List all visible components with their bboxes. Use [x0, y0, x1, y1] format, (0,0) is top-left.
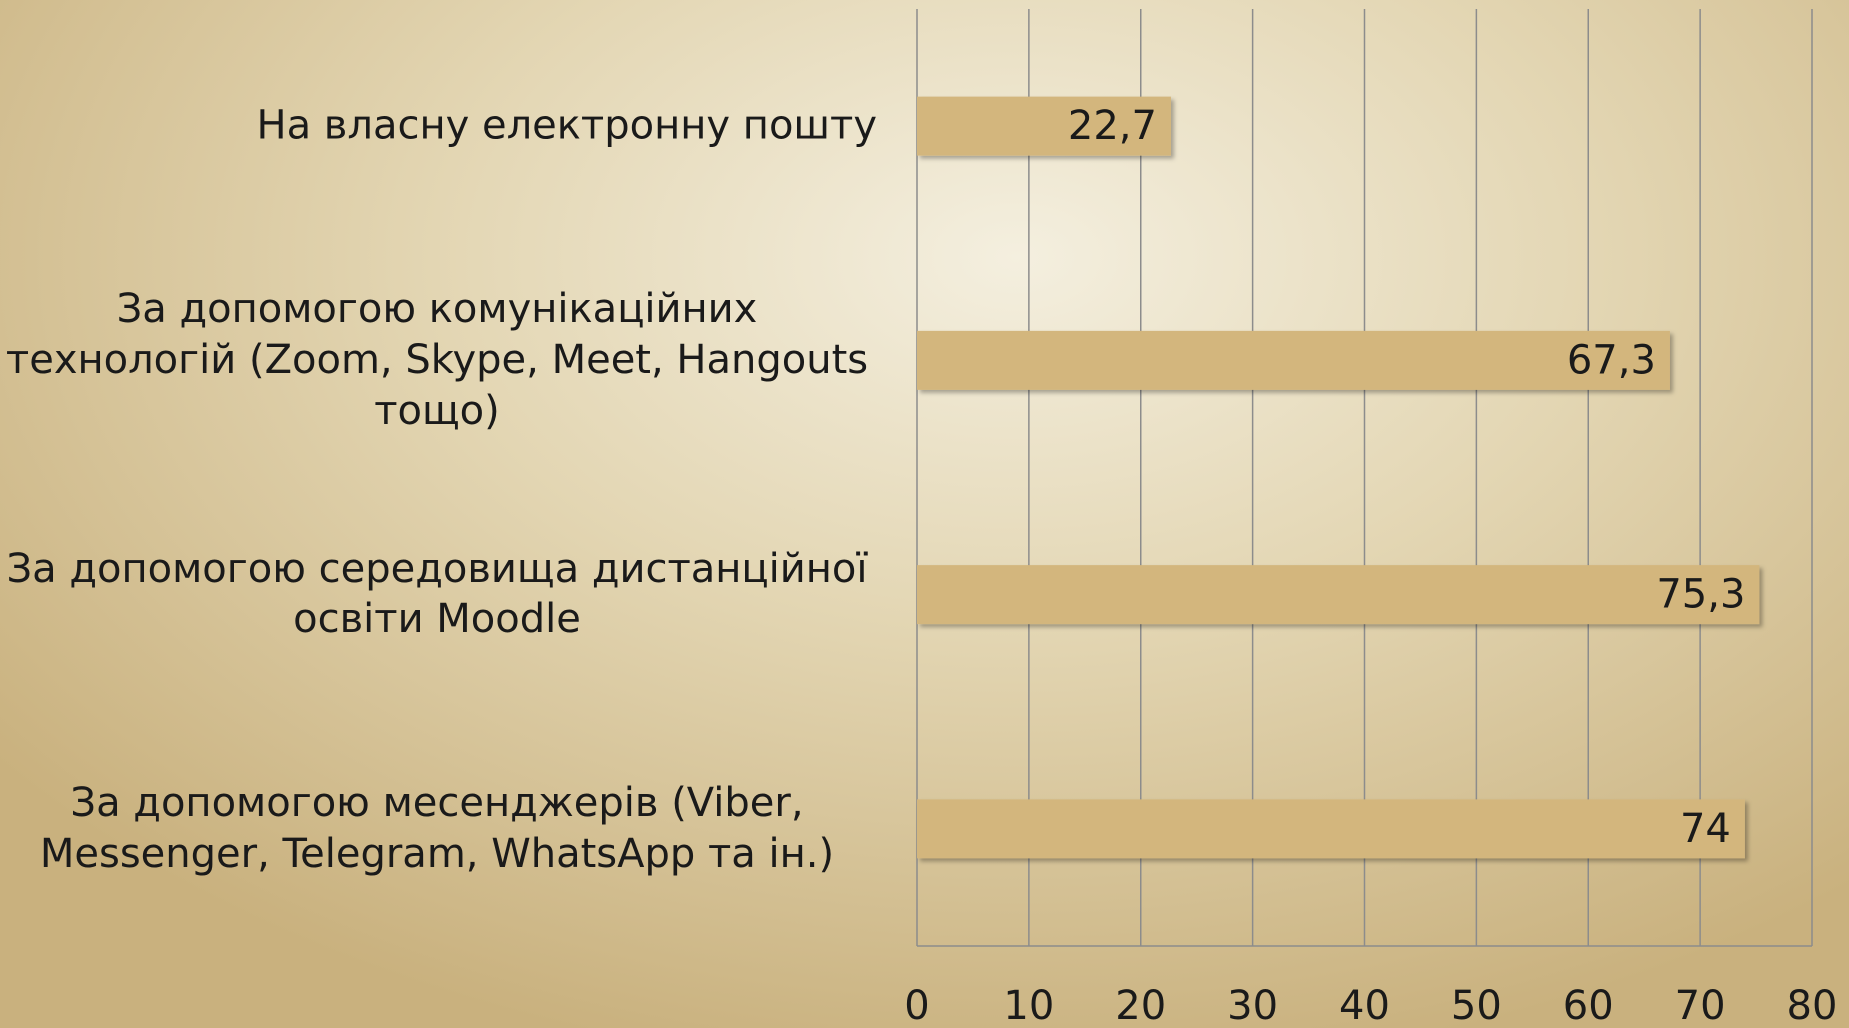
x-tick-label: 20	[1115, 983, 1166, 1028]
value-label: 74	[1680, 806, 1731, 852]
category-label-box: На власну електронну пошту	[0, 101, 878, 152]
category-label: За допомогою середовища дистанційної осв…	[6, 545, 868, 643]
value-label: 75,3	[1656, 572, 1745, 618]
x-tick-label: 10	[1003, 983, 1054, 1028]
category-label-box: За допомогою месенджерів (Viber, Messeng…	[0, 778, 877, 880]
bar	[917, 565, 1760, 625]
x-tick-label: 40	[1339, 983, 1390, 1028]
bar	[917, 799, 1745, 859]
category-label-box: За допомогою середовища дистанційної осв…	[0, 544, 877, 646]
category-label: На власну електронну пошту	[256, 102, 878, 149]
bar	[917, 330, 1670, 390]
value-label: 67,3	[1567, 337, 1656, 383]
x-tick-label: 50	[1451, 983, 1502, 1028]
category-label: За допомогою комунікаційних технологій (…	[5, 286, 869, 434]
x-tick-label: 70	[1675, 983, 1726, 1028]
x-tick-label: 60	[1563, 983, 1614, 1028]
x-tick-label: 0	[904, 983, 929, 1028]
x-tick-label: 30	[1227, 983, 1278, 1028]
value-label: 22,7	[1068, 103, 1157, 149]
x-tick-label: 80	[1787, 983, 1838, 1028]
category-label: За допомогою месенджерів (Viber, Messeng…	[39, 780, 835, 877]
bar	[917, 96, 1171, 156]
category-label-box: За допомогою комунікаційних технологій (…	[0, 284, 877, 436]
